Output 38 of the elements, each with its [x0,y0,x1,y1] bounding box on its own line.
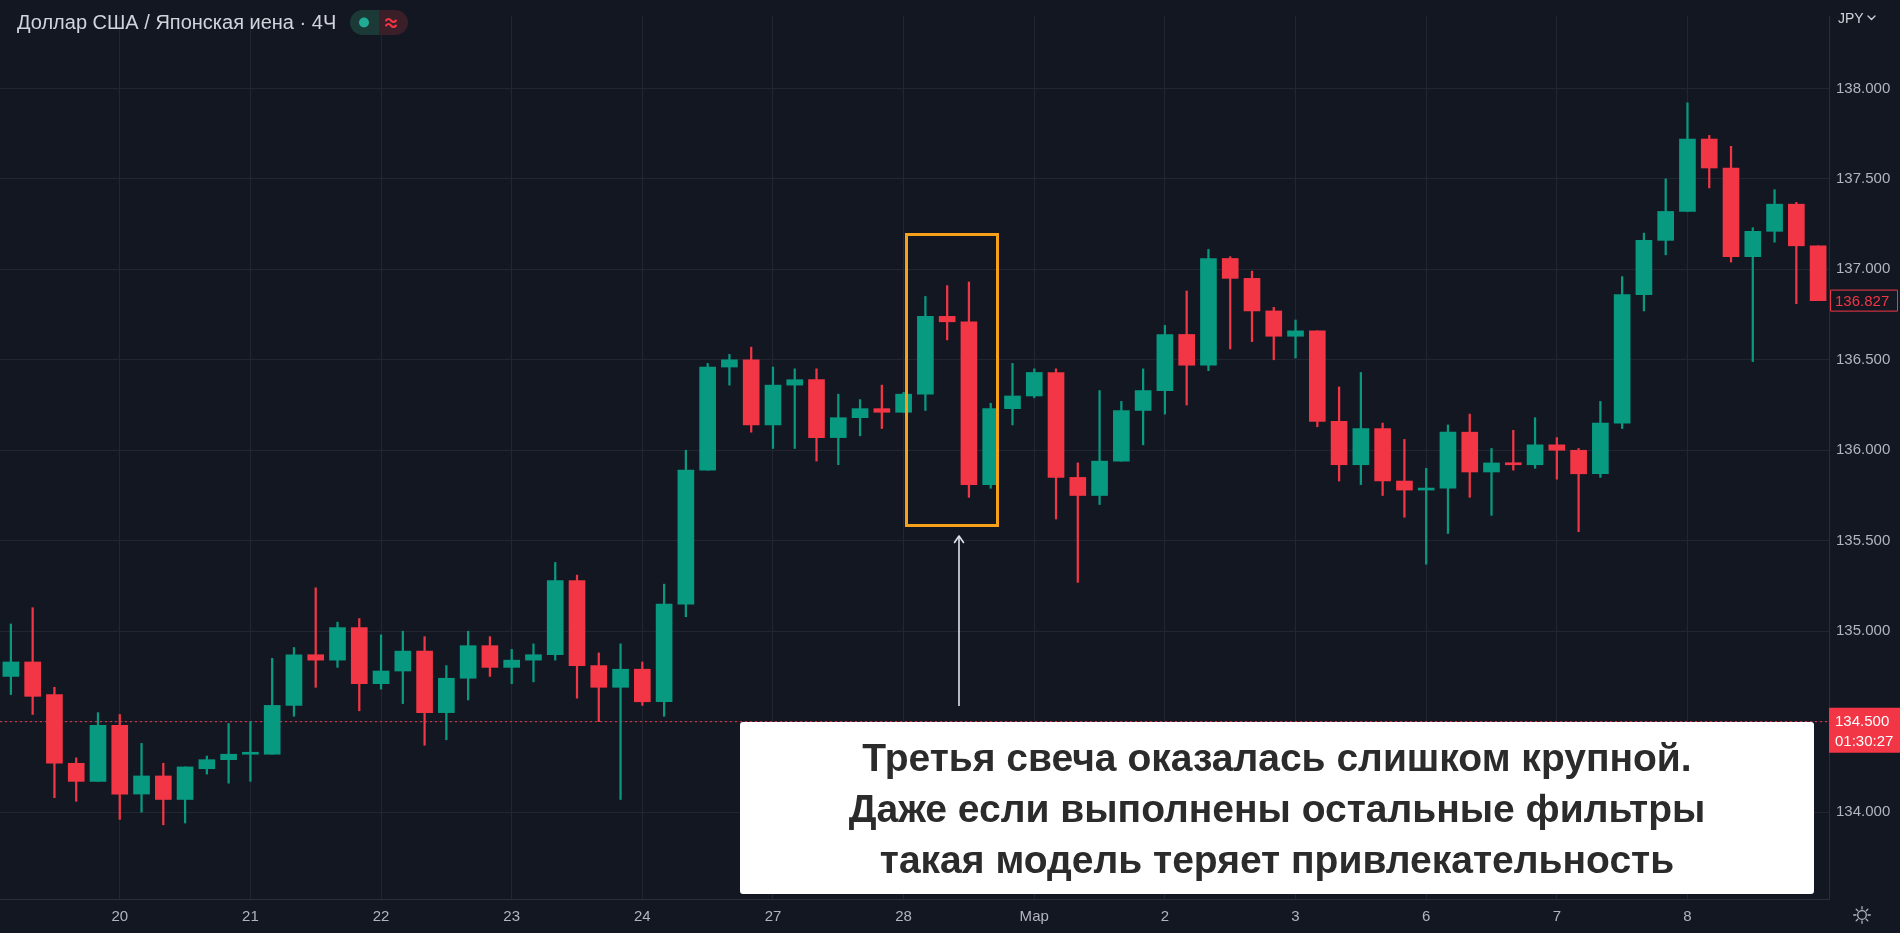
x-tick-label: 8 [1683,907,1692,925]
y-tick-label: 135.500 [1836,530,1891,548]
candlestick [1570,448,1587,533]
y-tick-label: 135.000 [1836,621,1891,639]
candlestick [242,721,259,782]
chart-title: Доллар США / Японская иена · 4Ч [17,10,337,35]
candlestick [1396,439,1413,518]
x-tick-label: 23 [503,907,521,925]
x-tick-label: 21 [242,907,259,925]
candlestick [1287,319,1304,359]
y-axis-title: JPY [1838,9,1864,28]
x-tick-label: Мар [1019,907,1049,925]
x-tick-label: 24 [633,907,651,925]
y-tick-label: 137.500 [1836,168,1891,186]
y-tick-label: 136.000 [1836,440,1891,458]
y-tick-label: 134.000 [1836,802,1891,820]
x-tick-label: 2 [1160,907,1170,925]
candlestick [525,643,542,683]
candlestick [1483,448,1500,516]
candlestick [1004,363,1021,426]
text: 136.827 [1835,291,1890,309]
y-tick-label: 136.500 [1836,349,1891,367]
ref-line-label: 134.500 [1835,711,1890,729]
candlestick [220,723,237,784]
y-tick-label: 137.000 [1836,259,1891,277]
y-tick-label: 138.000 [1836,78,1891,96]
candlestick [133,743,150,813]
x-tick-label: 22 [372,907,390,925]
text: 01:30:27 [1835,731,1894,749]
x-tick-label: 27 [764,907,782,925]
candlestick [612,643,629,800]
x-tick-label: 7 [1552,907,1561,925]
candlestick [721,354,738,386]
x-tick-label: 28 [895,907,912,925]
x-tick-label: 20 [111,907,129,925]
candlestick [1091,390,1108,505]
x-tick-label: 6 [1422,907,1431,925]
x-tick-label: 3 [1291,907,1300,925]
